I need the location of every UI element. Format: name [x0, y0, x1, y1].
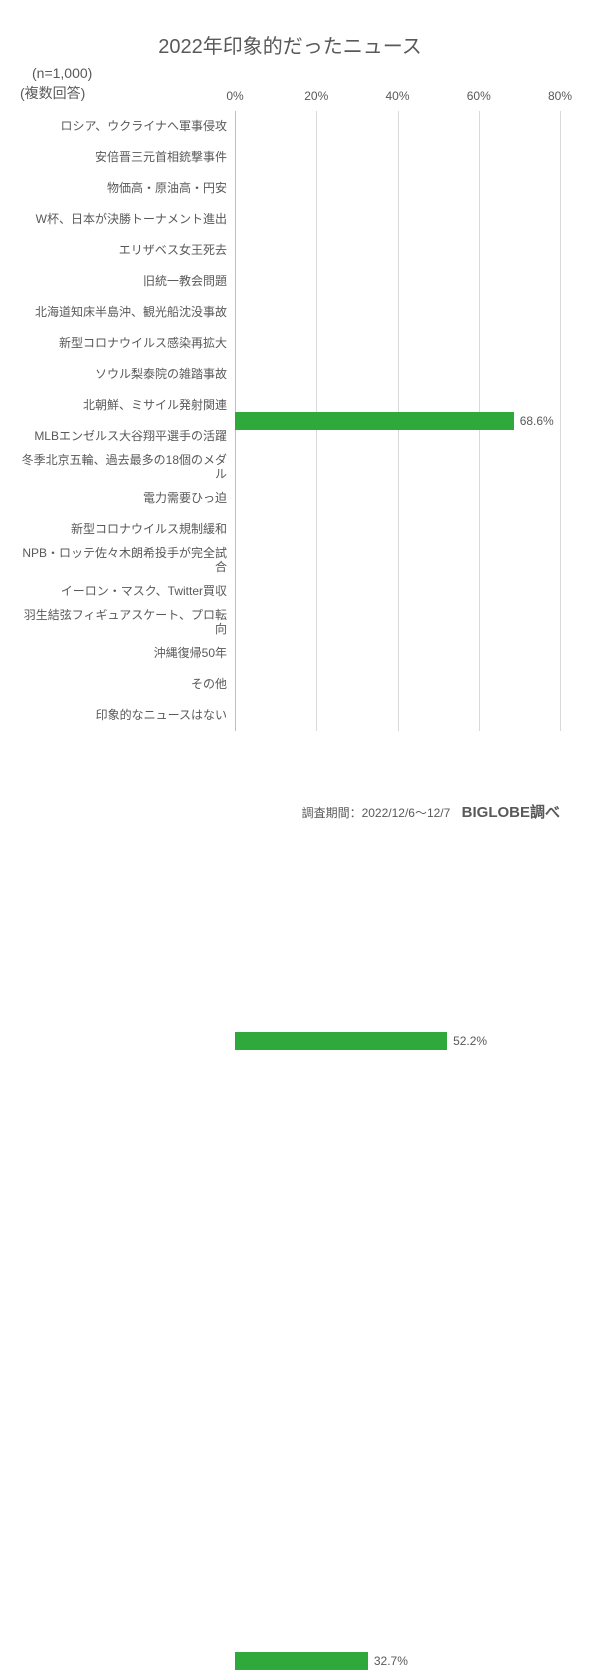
category-label: 羽生結弦フィギュアスケート、プロ転向 — [20, 607, 235, 638]
gridline — [560, 111, 561, 731]
survey-brand: BIGLOBE調べ — [462, 804, 560, 821]
category-label: 新型コロナウイルス規制緩和 — [20, 514, 235, 545]
x-axis: (複数回答) 0%20%40%60%80% — [20, 83, 560, 103]
category-label: 旧統一教会問題 — [20, 266, 235, 297]
category-label: イーロン・マスク、Twitter買収 — [20, 576, 235, 607]
category-label: 新型コロナウイルス感染再拡大 — [20, 328, 235, 359]
bar-row: 68.6% — [235, 111, 560, 731]
category-label: 沖縄復帰50年 — [20, 638, 235, 669]
category-label: 安倍晋三元首相銃撃事件 — [20, 142, 235, 173]
labels-column: ロシア、ウクライナへ軍事侵攻安倍晋三元首相銃撃事件物価高・原油高・円安W杯、日本… — [20, 111, 235, 731]
bar-value: 52.2% — [453, 1034, 487, 1048]
axis-tick-label: 60% — [467, 89, 491, 103]
axis-tick-label: 0% — [226, 89, 243, 103]
plot-area: ロシア、ウクライナへ軍事侵攻安倍晋三元首相銃撃事件物価高・原油高・円安W杯、日本… — [20, 111, 560, 731]
bar — [235, 412, 514, 430]
category-label: エリザベス女王死去 — [20, 235, 235, 266]
category-label: 物価高・原油高・円安 — [20, 173, 235, 204]
bar-row: 52.2% — [235, 731, 560, 1351]
bar — [235, 1032, 447, 1050]
chart-title: 2022年印象的だったニュース — [20, 30, 560, 59]
category-label: 北海道知床半島沖、観光船沈没事故 — [20, 297, 235, 328]
category-label: ロシア、ウクライナへ軍事侵攻 — [20, 111, 235, 142]
axis-scale: 0%20%40%60%80% — [235, 83, 560, 103]
category-label: W杯、日本が決勝トーナメント進出 — [20, 204, 235, 235]
bar-row: 32.7% — [235, 1351, 560, 1680]
category-label: ソウル梨泰院の雑踏事故 — [20, 359, 235, 390]
sample-size: (n=1,000) — [32, 65, 560, 81]
bar-value: 68.6% — [520, 414, 554, 428]
bars-column: 68.6%52.2%32.7%25.0%24.6%23.6%22.2%19.3%… — [235, 111, 560, 731]
category-label: NPB・ロッテ佐々木朗希投手が完全試合 — [20, 545, 235, 576]
category-label: MLBエンゼルス大谷翔平選手の活躍 — [20, 421, 235, 452]
axis-tick-label: 40% — [385, 89, 409, 103]
axis-tick-label: 20% — [304, 89, 328, 103]
axis-tick-label: 80% — [548, 89, 572, 103]
chart-footer: 調査期間：2022/12/6～12/7 BIGLOBE調べ — [302, 801, 560, 822]
chart-container: 2022年印象的だったニュース (n=1,000) (複数回答) 0% 20% 40… — [0, 0, 590, 840]
survey-period: 調査期間：2022/12/6～12/7 — [302, 806, 451, 820]
bar — [235, 1652, 368, 1670]
category-label: 印象的なニュースはない — [20, 700, 235, 731]
category-label: その他 — [20, 669, 235, 700]
category-label: 北朝鮮、ミサイル発射関連 — [20, 390, 235, 421]
bar-value: 32.7% — [374, 1654, 408, 1668]
category-label: 冬季北京五輪、過去最多の18個のメダル — [20, 452, 235, 483]
category-label: 電力需要ひっ迫 — [20, 483, 235, 514]
multi-answer-label: (複数回答) — [20, 83, 235, 103]
